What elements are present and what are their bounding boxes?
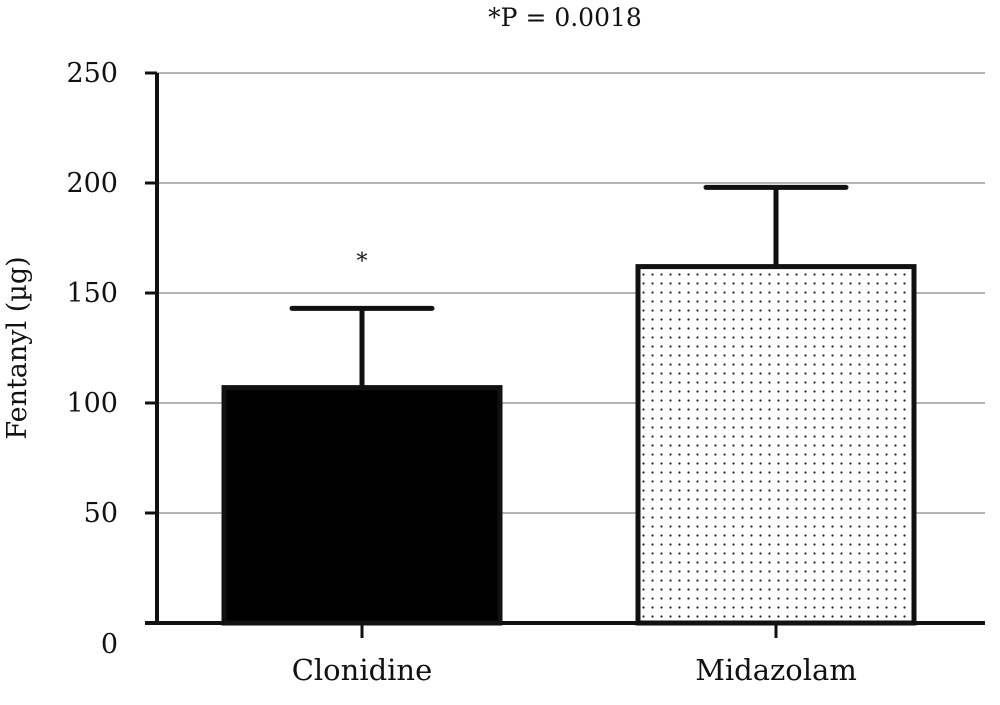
significance-mark-clonidine: * (357, 249, 368, 274)
chart-annotation: *P = 0.0018 (488, 3, 642, 32)
y-tick-label-200: 200 (66, 168, 118, 199)
y-tick-label-150: 150 (66, 278, 118, 309)
y-tick-label-0: 0 (101, 629, 118, 660)
x-tick-label-clonidine: Clonidine (292, 653, 433, 687)
axis-labels: * Clonidine Midazolam 0 50 100 150 200 250 (66, 58, 856, 687)
y-tick-label-100: 100 (66, 388, 118, 419)
axes (145, 71, 985, 638)
x-tick-label-midazolam: Midazolam (695, 653, 857, 687)
y-axis-title: Fentanyl (µg) (2, 256, 33, 439)
bar-midazolam (635, 264, 917, 626)
y-tick-label-250: 250 (66, 58, 118, 89)
bar-clonidine (221, 385, 503, 626)
bars (221, 184, 917, 626)
y-tick-label-50: 50 (84, 498, 118, 529)
